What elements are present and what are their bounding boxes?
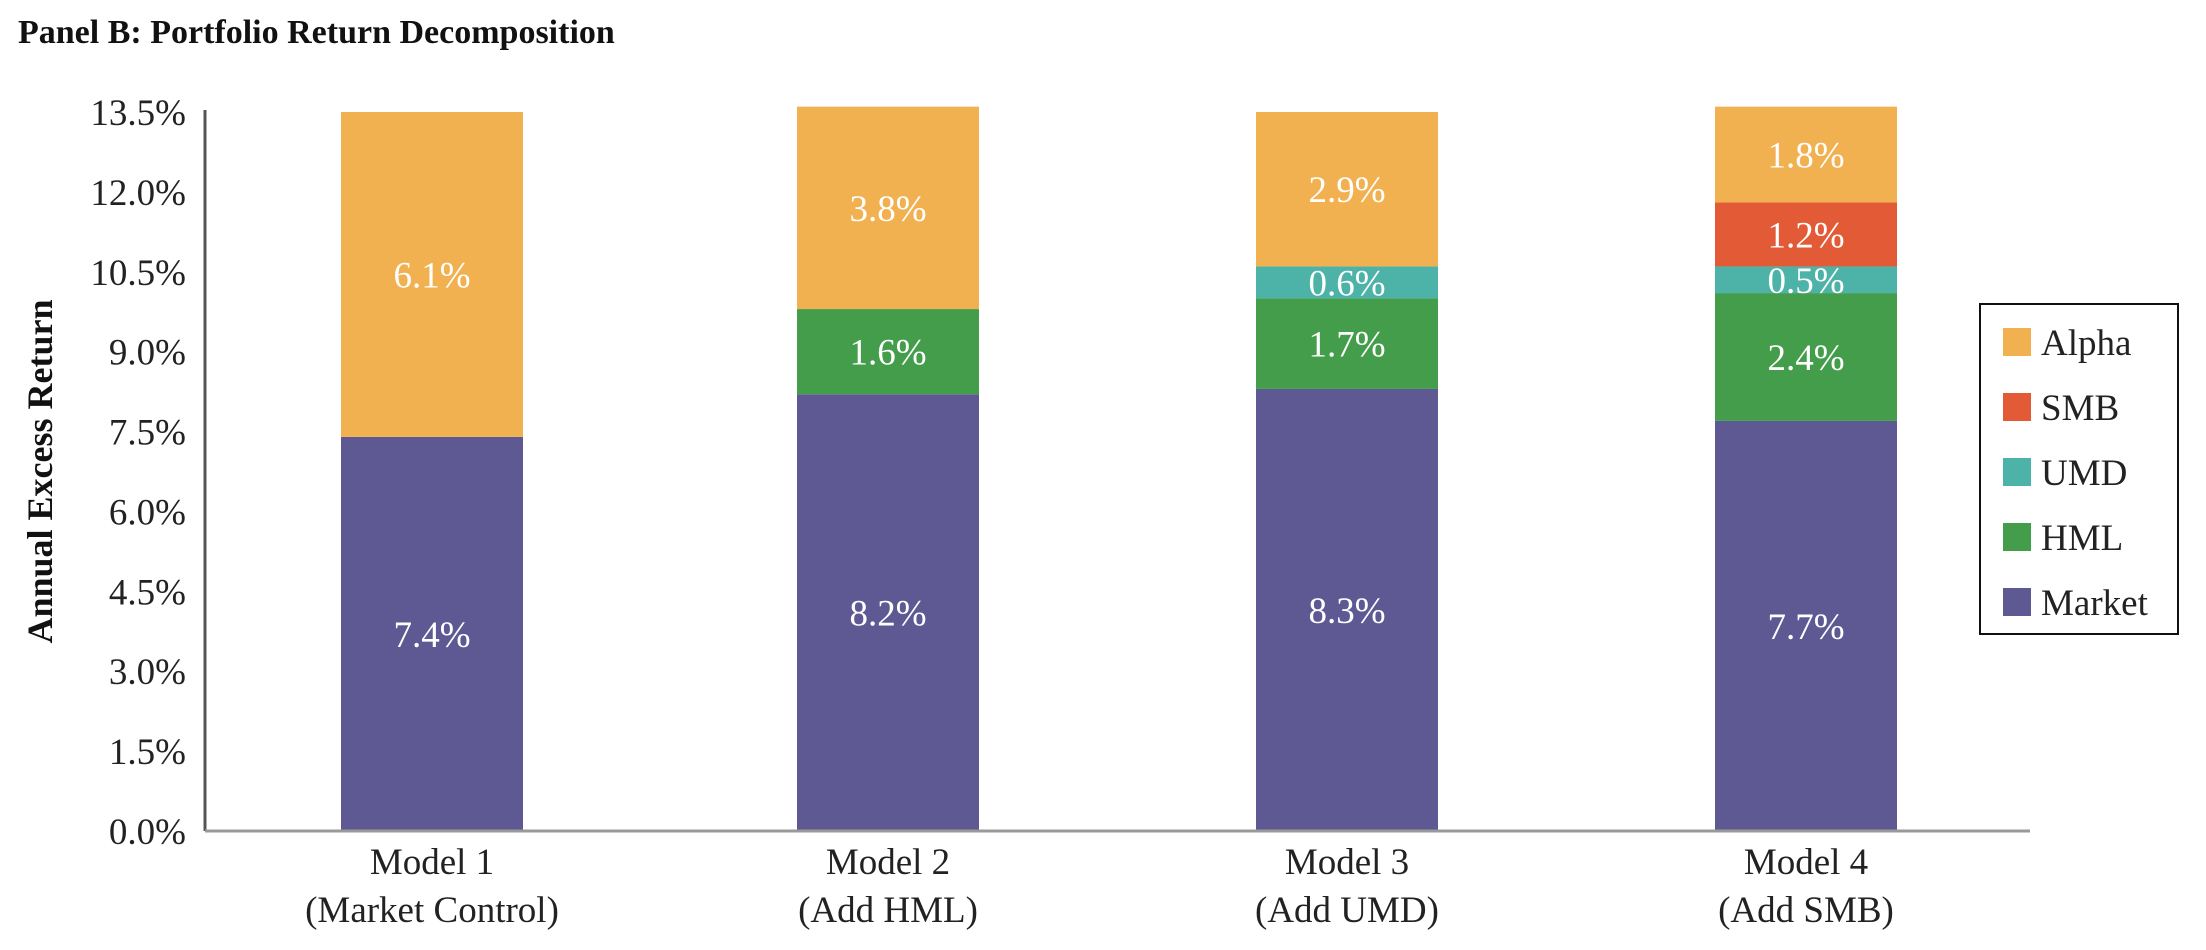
data-label-alpha-2: 3.8% xyxy=(849,189,926,230)
data-label-alpha-1: 6.1% xyxy=(393,255,470,296)
y-tick-label: 7.5% xyxy=(109,413,186,454)
data-label-alpha-3: 2.9% xyxy=(1308,170,1385,211)
legend: Alpha SMB UMD HML Market xyxy=(1979,303,2179,635)
data-label-hml-2: 1.6% xyxy=(849,333,926,374)
legend-label-hml: HML xyxy=(2041,518,2123,559)
y-tick-label: 3.0% xyxy=(109,652,186,693)
x-tick-label-2-line-2: (Add HML) xyxy=(798,890,978,931)
bar-segment-umd-4 xyxy=(1715,266,1897,294)
legend-swatch-alpha xyxy=(2003,328,2031,356)
legend-swatch-market xyxy=(2003,588,2031,616)
x-tick-label-4-line-1: Model 4 xyxy=(1744,842,1868,883)
legend-label-alpha: Alpha xyxy=(2041,323,2131,364)
legend-swatch-smb xyxy=(2003,393,2031,421)
bars-layer xyxy=(341,106,1897,831)
y-tick-label: 1.5% xyxy=(109,732,186,773)
y-tick-label: 0.0% xyxy=(109,812,186,853)
x-tick-label-4-line-2: (Add SMB) xyxy=(1718,890,1894,931)
y-tick-label: 9.0% xyxy=(109,333,186,374)
y-axis-title: Annual Excess Return xyxy=(20,299,60,643)
x-tick-label-2-line-1: Model 2 xyxy=(826,842,950,883)
data-label-smb-4: 1.2% xyxy=(1767,215,1844,256)
bar-segment-market-4 xyxy=(1715,420,1897,831)
bar-segment-alpha-3 xyxy=(1256,112,1438,267)
data-label-hml-4: 2.4% xyxy=(1767,338,1844,379)
data-label-alpha-4: 1.8% xyxy=(1767,136,1844,177)
bar-segment-hml-3 xyxy=(1256,298,1438,389)
legend-swatch-umd xyxy=(2003,458,2031,486)
bar-segment-market-2 xyxy=(797,394,979,831)
legend-label-market: Market xyxy=(2041,583,2149,624)
bar-segment-alpha-1 xyxy=(341,112,523,437)
data-label-umd-4: 0.5% xyxy=(1767,261,1844,302)
legend-label-umd: UMD xyxy=(2041,453,2127,494)
bar-segment-alpha-2 xyxy=(797,106,979,310)
y-tick-label: 10.5% xyxy=(90,253,186,294)
bar-segment-hml-4 xyxy=(1715,293,1897,421)
bar-segment-smb-4 xyxy=(1715,202,1897,267)
legend-swatch-hml xyxy=(2003,523,2031,551)
data-label-market-4: 7.7% xyxy=(1767,607,1844,648)
bar-segment-market-1 xyxy=(341,436,523,831)
data-label-umd-3: 0.6% xyxy=(1308,263,1385,304)
y-tick-label: 12.0% xyxy=(90,173,186,214)
data-label-market-3: 8.3% xyxy=(1308,591,1385,632)
bar-segment-market-3 xyxy=(1256,388,1438,831)
bar-segment-hml-2 xyxy=(797,309,979,395)
y-tick-label: 6.0% xyxy=(109,492,186,533)
data-labels-layer: 7.4% 6.1% 8.2% 1.6% 3.8% 8.3% 1.7% 0.6% 2.9% 7.7%… xyxy=(393,136,1844,656)
x-tick-label-1-line-1: Model 1 xyxy=(370,842,494,883)
data-label-market-1: 7.4% xyxy=(393,615,470,656)
panel-title: Panel B: Portfolio Return Decomposition xyxy=(18,14,615,51)
data-label-hml-3: 1.7% xyxy=(1308,325,1385,366)
bar-segment-alpha-4 xyxy=(1715,106,1897,203)
y-tick-label: 13.5% xyxy=(90,93,186,134)
x-tick-label-3-line-1: Model 3 xyxy=(1285,842,1409,883)
y-tick-label: 4.5% xyxy=(109,572,186,613)
legend-label-smb: SMB xyxy=(2041,388,2119,429)
x-tick-label-3-line-2: (Add UMD) xyxy=(1255,890,1439,931)
data-label-market-2: 8.2% xyxy=(849,594,926,635)
x-tick-label-1-line-2: (Market Control) xyxy=(305,890,559,931)
bar-segment-umd-3 xyxy=(1256,266,1438,299)
axes-layer: 0.0% 1.5% 3.0% 4.5% 6.0% 7.5% 9.0% 10.5% 12.0% 13… xyxy=(20,93,2030,931)
